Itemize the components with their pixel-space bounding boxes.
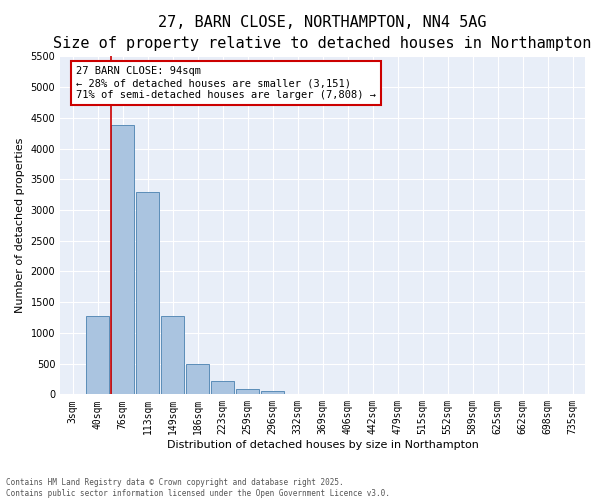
Bar (136, 192, 159, 394)
Bar (161, 316, 184, 394)
Title: 27, BARN CLOSE, NORTHAMPTON, NN4 5AG
Size of property relative to detached house: 27, BARN CLOSE, NORTHAMPTON, NN4 5AG Siz… (53, 15, 592, 51)
Bar (187, 364, 209, 394)
Text: 27 BARN CLOSE: 94sqm
← 28% of detached houses are smaller (3,151)
71% of semi-de: 27 BARN CLOSE: 94sqm ← 28% of detached h… (76, 66, 376, 100)
X-axis label: Distribution of detached houses by size in Northampton: Distribution of detached houses by size … (167, 440, 479, 450)
Bar (86, 316, 109, 394)
Y-axis label: Number of detached properties: Number of detached properties (15, 138, 25, 313)
Bar (112, 125, 134, 394)
Bar (211, 381, 234, 394)
Text: Contains HM Land Registry data © Crown copyright and database right 2025.
Contai: Contains HM Land Registry data © Crown c… (6, 478, 390, 498)
Bar (236, 390, 259, 394)
Bar (262, 391, 284, 394)
